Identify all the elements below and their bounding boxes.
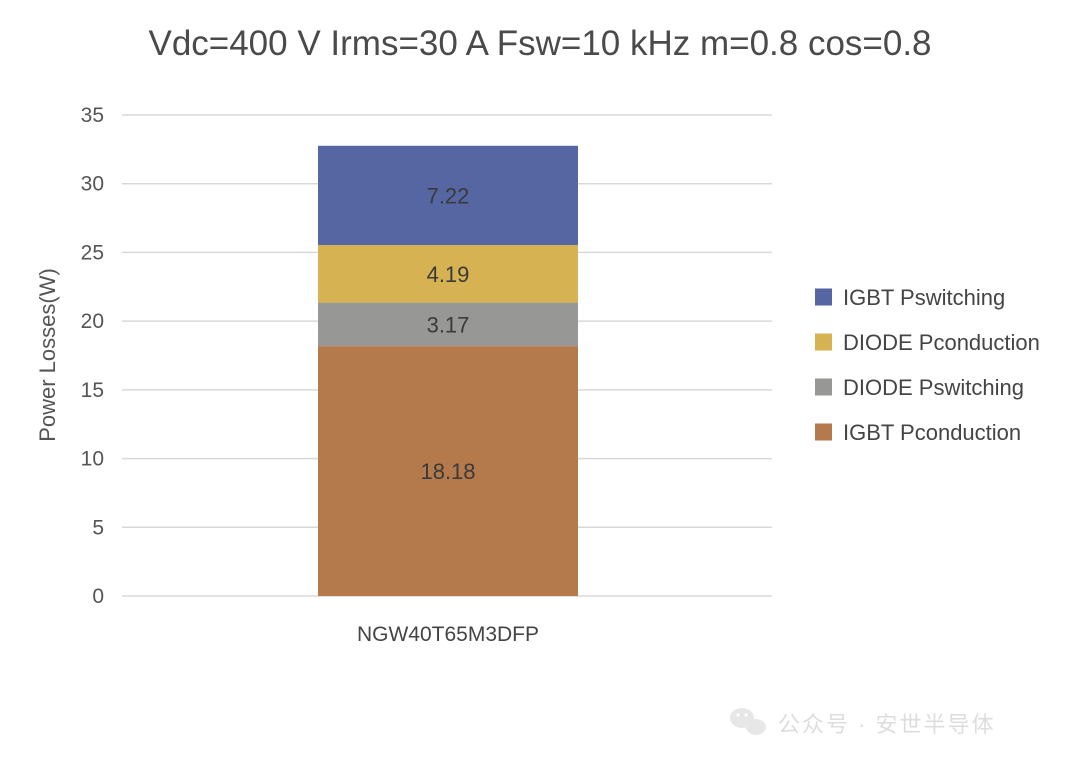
- y-tick-label: 10: [81, 448, 104, 471]
- bar-segment: [318, 302, 578, 347]
- watermark: 公众号 · 安世半导体: [730, 708, 996, 737]
- y-tick-label: 20: [81, 310, 104, 333]
- y-tick-label: 30: [81, 173, 104, 196]
- bars: [318, 145, 578, 596]
- bar-segment: [318, 245, 578, 303]
- y-tick-label: 15: [81, 379, 104, 402]
- y-tick-labels: 0 5 10 15 20 25 30 35: [81, 104, 104, 608]
- legend-item: DIODE Pswitching: [815, 375, 1024, 400]
- watermark-text: 公众号 · 安世半导体: [778, 712, 996, 737]
- legend-swatch: [815, 378, 832, 396]
- category-labels: NGW40T65M3DFP: [357, 623, 539, 646]
- bar-segment: [318, 145, 578, 246]
- legend-item: IGBT Pswitching: [815, 285, 1005, 310]
- y-tick-label: 0: [92, 585, 104, 608]
- data-label: 3.17: [427, 312, 470, 337]
- data-label: 18.18: [420, 459, 475, 484]
- legend-label: DIODE Pswitching: [843, 375, 1024, 400]
- legend-label: DIODE Pconduction: [843, 330, 1040, 355]
- legend-swatch: [815, 333, 832, 351]
- chart-title: Vdc=400 V Irms=30 A Fsw=10 kHz m=0.8 cos…: [148, 24, 931, 63]
- data-labels: 18.18 3.17 4.19 7.22: [420, 183, 475, 484]
- data-label: 4.19: [427, 262, 470, 287]
- legend-item: IGBT Pconduction: [815, 420, 1021, 445]
- bar-segment: [318, 346, 578, 596]
- x-category-label: NGW40T65M3DFP: [357, 623, 539, 646]
- legend: IGBT Pswitching DIODE Pconduction DIODE Ps…: [815, 285, 1040, 445]
- legend-label: IGBT Pconduction: [843, 420, 1021, 445]
- legend-swatch: [815, 288, 832, 306]
- y-axis-title: Power Losses(W): [35, 268, 60, 442]
- wechat-icon: [730, 708, 766, 735]
- legend-swatch: [815, 423, 832, 441]
- y-tick-label: 5: [92, 516, 104, 539]
- y-tick-label: 35: [81, 104, 104, 127]
- data-label: 7.22: [427, 183, 470, 208]
- legend-label: IGBT Pswitching: [843, 285, 1005, 310]
- y-tick-label: 25: [81, 241, 104, 264]
- legend-item: DIODE Pconduction: [815, 330, 1040, 355]
